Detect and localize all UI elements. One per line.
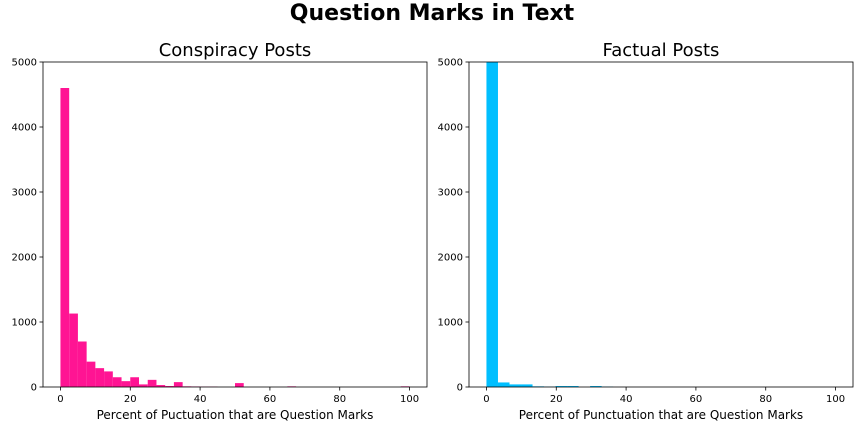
- factual-x-tick-label-1: 20: [550, 394, 563, 405]
- conspiracy-bar-9: [139, 384, 148, 387]
- conspiracy-bar-18: [235, 383, 244, 387]
- factual-bar-3: [521, 384, 533, 387]
- conspiracy-x-tick-label-3: 60: [264, 394, 277, 405]
- factual-bar-0: [486, 62, 498, 387]
- factual-panel: Factual Posts 0 20 40 60 80 100 0 1000 2000 3000…: [438, 40, 854, 422]
- factual-x-tick-label-3: 60: [690, 394, 703, 405]
- factual-y-tick-label-0: 0: [457, 383, 463, 394]
- conspiracy-bar-1: [69, 313, 78, 387]
- conspiracy-x-tick-label-5: 100: [400, 394, 419, 405]
- conspiracy-bar-5: [104, 371, 113, 387]
- conspiracy-bar-7: [121, 381, 131, 387]
- conspiracy-bar-6: [112, 377, 122, 387]
- factual-y-tick-label-2: 2000: [438, 253, 463, 264]
- factual-bar-6: [555, 386, 568, 387]
- factual-bar-1: [497, 382, 510, 387]
- conspiracy-y-ticks: 0 1000 2000 3000 4000 5000: [12, 58, 43, 394]
- conspiracy-x-tick-label-2: 40: [194, 394, 207, 405]
- factual-y-tick-label-5: 5000: [438, 58, 463, 69]
- factual-bar-2: [509, 384, 522, 387]
- conspiracy-panel: Conspiracy Posts 0 20 40 60 80 100 0 1000 2000 3…: [12, 40, 428, 422]
- conspiracy-y-tick-label-0: 0: [31, 383, 37, 394]
- factual-y-tick-label-3: 3000: [438, 188, 463, 199]
- conspiracy-x-axis-label: Percent of Puctuation that are Question …: [97, 408, 374, 422]
- conspiracy-bar-0: [60, 88, 70, 387]
- conspiracy-title: Conspiracy Posts: [159, 40, 312, 61]
- figure-title: Question Marks in Text: [290, 1, 575, 26]
- conspiracy-y-tick-label-1: 1000: [12, 318, 37, 329]
- conspiracy-bar-12: [165, 386, 174, 387]
- factual-bar-7: [567, 386, 579, 387]
- conspiracy-x-ticks: 0 20 40 60 80 100: [57, 387, 419, 405]
- factual-plot-frame: [468, 61, 854, 388]
- conspiracy-bar-13: [173, 382, 183, 388]
- conspiracy-bar-8: [130, 377, 139, 387]
- conspiracy-y-tick-label-2: 2000: [12, 253, 37, 264]
- factual-y-tick-label-1: 1000: [438, 318, 463, 329]
- conspiracy-x-tick-label-4: 80: [333, 394, 346, 405]
- factual-x-tick-label-2: 40: [620, 394, 633, 405]
- conspiracy-bar-2: [77, 341, 87, 387]
- conspiracy-x-tick-label-0: 0: [57, 394, 63, 405]
- factual-y-ticks: 0 1000 2000 3000 4000 5000: [438, 58, 469, 394]
- factual-x-tick-label-5: 100: [826, 394, 845, 405]
- conspiracy-y-tick-label-4: 4000: [12, 123, 37, 134]
- factual-bar-8: [590, 386, 602, 387]
- conspiracy-bar-11: [156, 385, 166, 387]
- factual-y-tick-label-4: 4000: [438, 123, 463, 134]
- conspiracy-bar-4: [95, 368, 105, 387]
- conspiracy-y-tick-label-5: 5000: [12, 58, 37, 69]
- factual-x-tick-label-0: 0: [483, 394, 489, 405]
- factual-bars: [486, 62, 614, 387]
- conspiracy-bar-10: [147, 379, 157, 387]
- conspiracy-bar-3: [86, 361, 96, 387]
- factual-x-tick-label-4: 80: [759, 394, 772, 405]
- conspiracy-y-tick-label-3: 3000: [12, 188, 37, 199]
- factual-x-ticks: 0 20 40 60 80 100: [483, 387, 845, 405]
- conspiracy-plot-frame: [42, 61, 428, 388]
- conspiracy-bars: [60, 88, 410, 388]
- factual-x-axis-label: Percent of Punctuation that are Question…: [519, 408, 803, 422]
- factual-title: Factual Posts: [603, 40, 720, 61]
- conspiracy-x-tick-label-1: 20: [124, 394, 137, 405]
